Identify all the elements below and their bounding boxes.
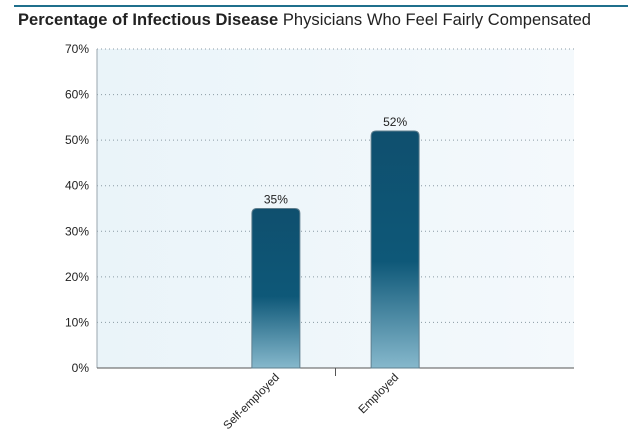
y-tick-label: 70% <box>65 42 89 56</box>
bar-self-employed <box>251 208 301 369</box>
bar-value-label: 35% <box>264 193 288 207</box>
bar-employed <box>370 130 420 369</box>
y-tick-label: 40% <box>65 179 89 193</box>
chart-title-bold: Percentage of Infectious Disease <box>18 11 279 29</box>
title-rule <box>14 5 628 7</box>
y-tick-label: 20% <box>65 270 89 284</box>
y-tick-label: 60% <box>65 88 89 102</box>
y-tick-label: 50% <box>65 133 89 147</box>
chart-title: Percentage of Infectious Disease Physici… <box>18 11 591 30</box>
x-category-label: Self-employed <box>222 372 282 432</box>
x-category-label: Employed <box>357 372 402 417</box>
plot-area <box>97 49 574 368</box>
chart-title-regular: Physicians Who Feel Fairly Compensated <box>282 11 592 29</box>
bar-value-label: 52% <box>383 115 407 129</box>
y-tick-label: 0% <box>72 361 90 375</box>
y-tick-label: 30% <box>65 224 89 238</box>
y-tick-label: 10% <box>65 315 89 329</box>
